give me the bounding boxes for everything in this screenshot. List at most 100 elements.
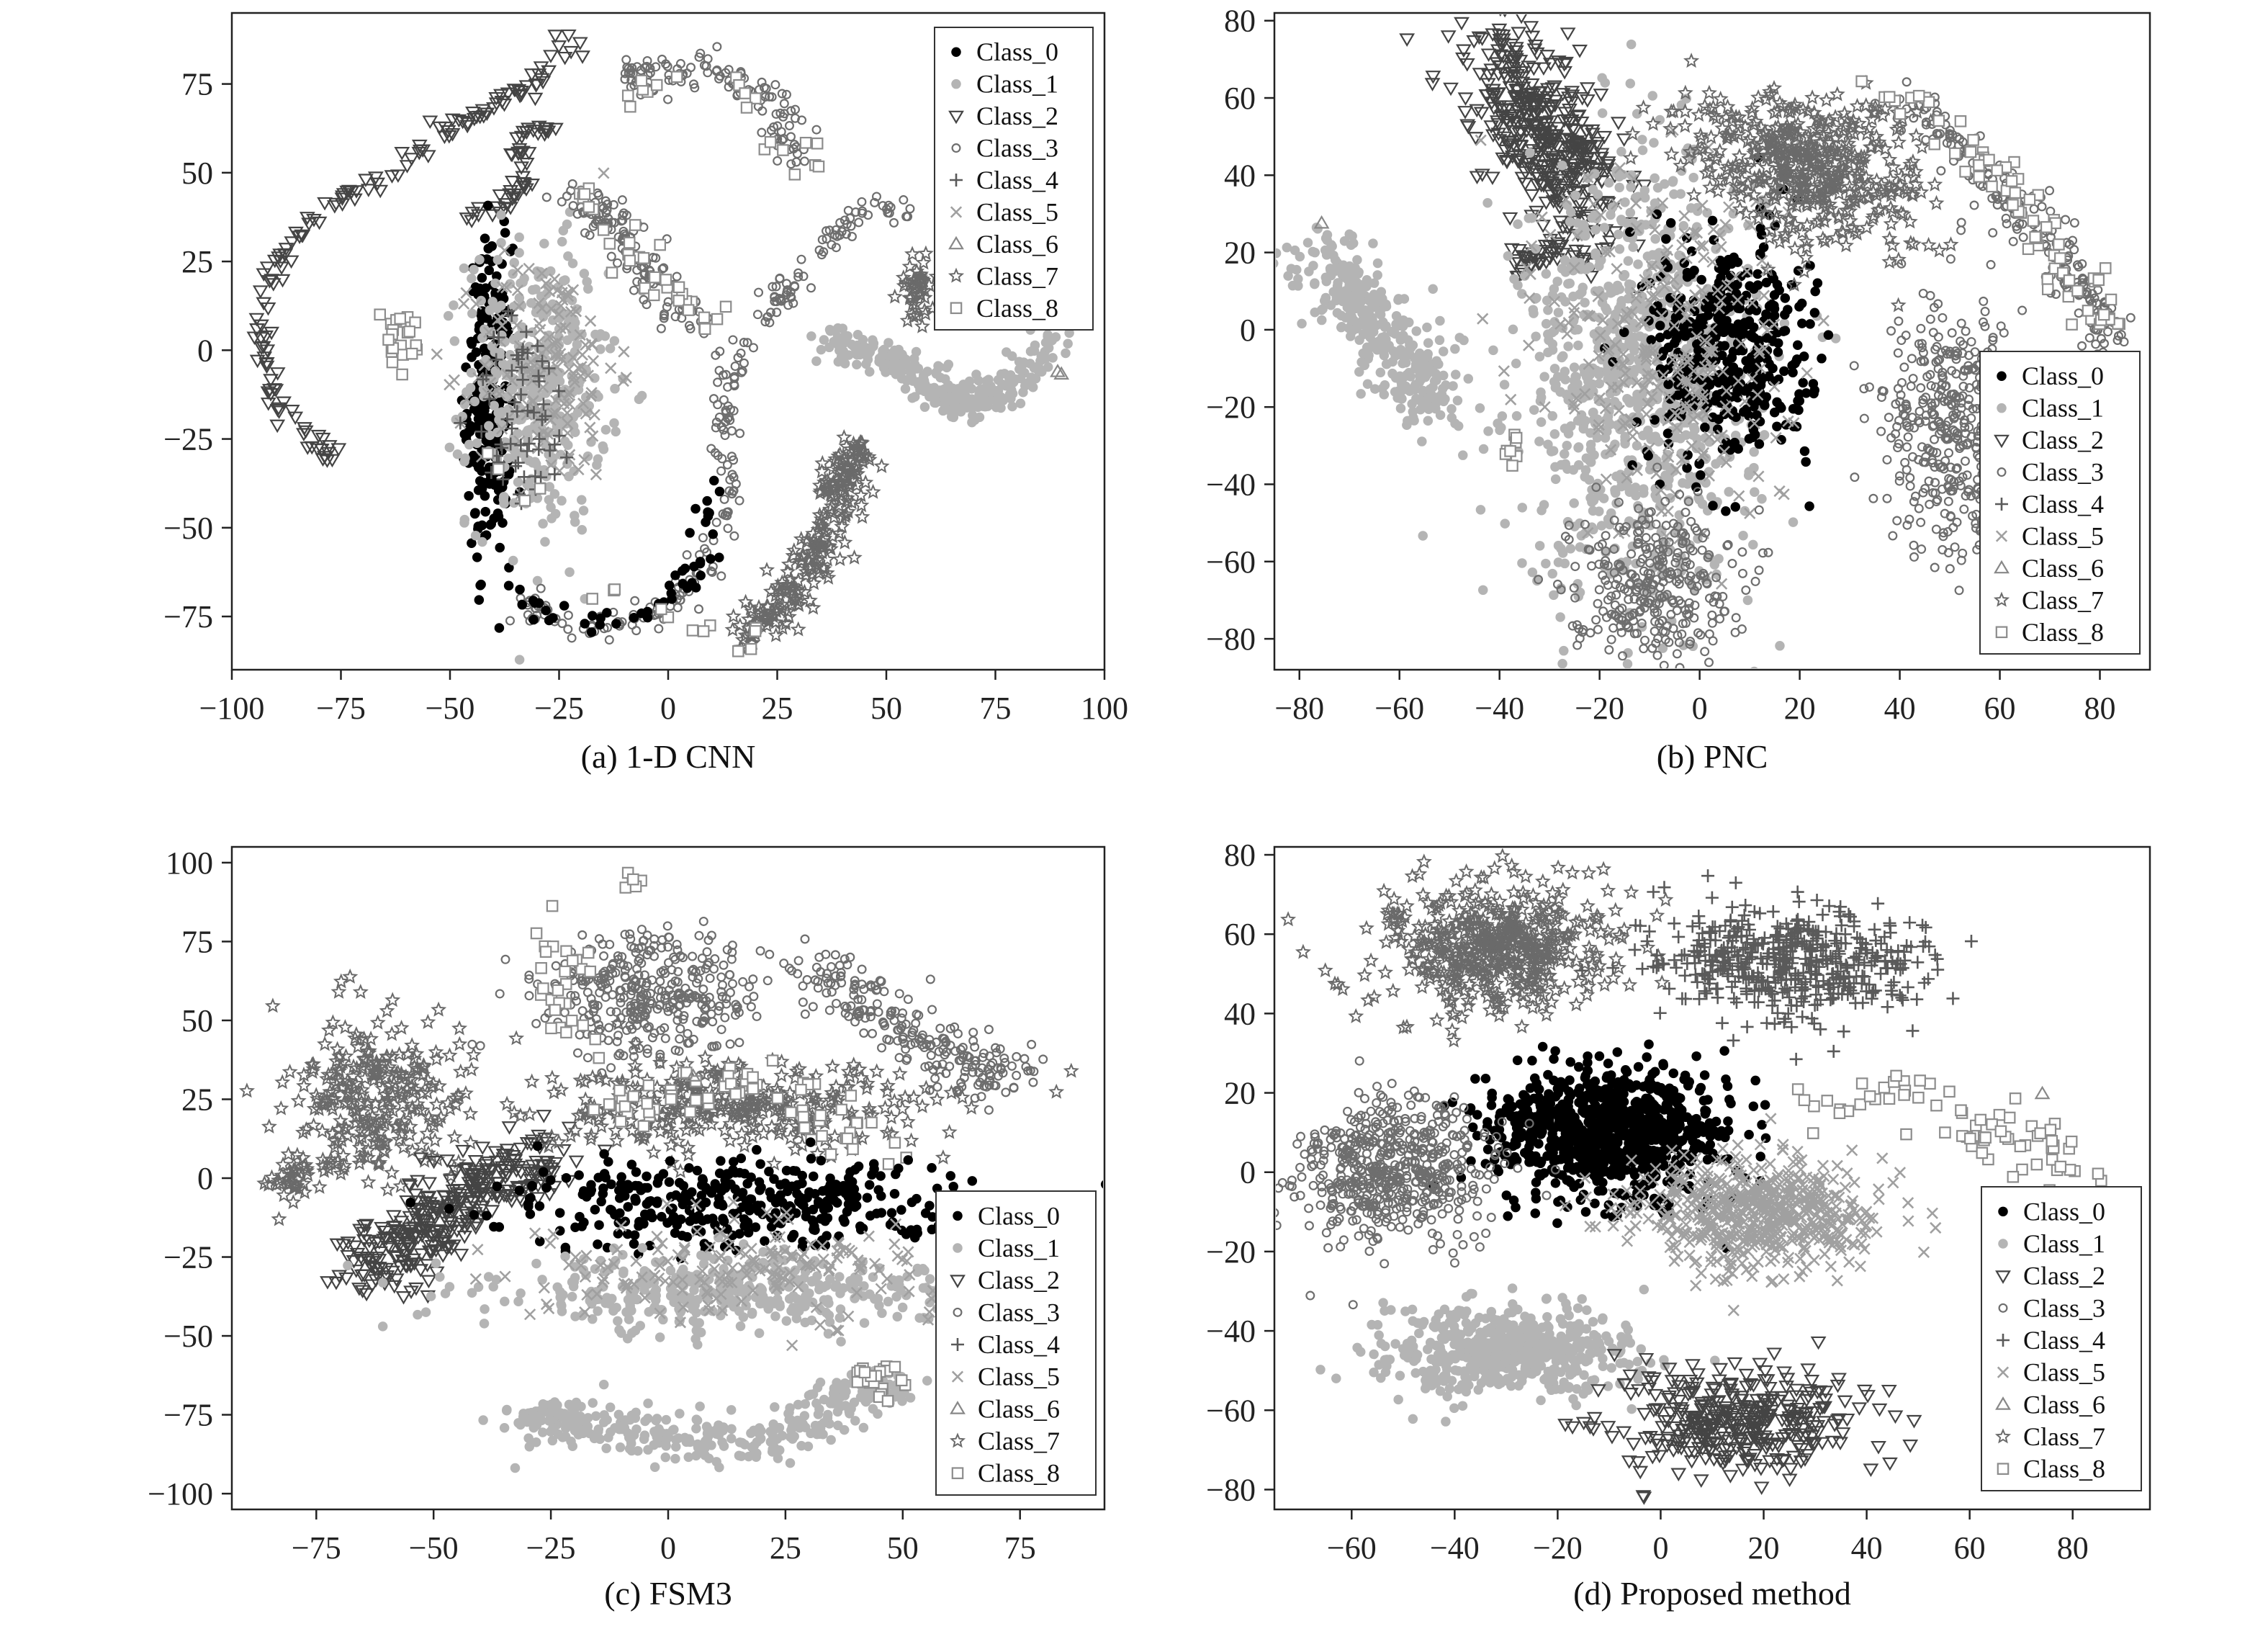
point-class-5 xyxy=(1694,240,1706,252)
point-class-0 xyxy=(1805,261,1815,271)
point-class-1 xyxy=(487,341,498,351)
point-class-1 xyxy=(1669,189,1679,199)
point-class-1 xyxy=(1775,641,1785,651)
point-class-3 xyxy=(729,485,739,495)
point-class-1 xyxy=(513,331,523,341)
point-class-1 xyxy=(1308,261,1318,271)
point-class-5 xyxy=(585,387,598,399)
point-class-1 xyxy=(1624,285,1634,295)
point-class-3 xyxy=(724,82,734,92)
point-class-2 xyxy=(1454,17,1470,31)
point-class-1 xyxy=(1549,364,1560,374)
point-class-1 xyxy=(1423,338,1434,349)
point-class-0 xyxy=(1783,305,1793,315)
point-class-1 xyxy=(1529,405,1539,415)
point-class-1 xyxy=(1354,367,1364,377)
point-class-1 xyxy=(1631,490,1641,501)
point-class-0 xyxy=(1755,390,1765,400)
point-class-5 xyxy=(1641,343,1653,355)
point-class-1 xyxy=(1578,423,1588,434)
point-class-1 xyxy=(1577,287,1587,297)
point-class-0 xyxy=(474,595,485,605)
point-class-3 xyxy=(711,350,721,360)
point-class-5 xyxy=(1675,454,1688,466)
point-class-2 xyxy=(551,40,567,54)
point-class-5 xyxy=(1715,241,1727,253)
point-class-5 xyxy=(1592,423,1605,436)
point-class-2 xyxy=(527,92,544,107)
point-class-3 xyxy=(1680,531,1691,541)
point-class-3 xyxy=(770,292,780,302)
point-class-0 xyxy=(1657,351,1668,361)
point-class-7 xyxy=(734,632,751,647)
point-class-1 xyxy=(1336,322,1347,332)
point-class-0 xyxy=(475,580,485,591)
point-class-0 xyxy=(1719,341,1730,351)
legend-marker-class-0 xyxy=(951,47,961,57)
point-class-7 xyxy=(860,449,877,464)
point-class-4 xyxy=(514,439,528,452)
point-class-2 xyxy=(1514,71,1531,85)
point-class-1 xyxy=(469,264,479,275)
point-class-3 xyxy=(1653,634,1663,644)
point-class-2 xyxy=(513,130,530,145)
point-class-0 xyxy=(1751,305,1762,315)
point-class-1 xyxy=(1513,280,1523,290)
point-class-1 xyxy=(1539,500,1549,510)
point-class-8 xyxy=(623,236,636,249)
point-class-1 xyxy=(1482,198,1493,208)
point-class-2 xyxy=(263,374,279,387)
point-class-1 xyxy=(1327,241,1337,251)
point-class-0 xyxy=(1809,388,1819,399)
point-class-5 xyxy=(1646,205,1658,218)
point-class-5 xyxy=(536,267,548,279)
point-class-1 xyxy=(1616,216,1627,226)
point-class-3 xyxy=(1601,531,1611,541)
point-class-7 xyxy=(837,534,853,549)
point-class-1 xyxy=(1644,464,1655,475)
point-class-1 xyxy=(562,219,572,230)
point-class-7 xyxy=(765,606,782,621)
point-class-4 xyxy=(528,470,542,483)
point-class-1 xyxy=(496,238,506,248)
point-class-7 xyxy=(814,517,830,533)
point-class-1 xyxy=(1660,179,1670,189)
point-class-0 xyxy=(595,619,605,630)
point-class-1 xyxy=(472,438,482,449)
point-class-2 xyxy=(1637,179,1653,193)
point-class-2 xyxy=(465,107,481,120)
point-class-5 xyxy=(461,393,473,405)
point-class-3 xyxy=(694,604,704,614)
point-class-1 xyxy=(1594,369,1604,380)
point-class-3 xyxy=(1707,618,1717,628)
point-class-1 xyxy=(865,346,876,356)
point-class-3 xyxy=(567,633,577,643)
point-class-1 xyxy=(935,362,945,372)
point-class-3 xyxy=(706,444,716,454)
point-class-1 xyxy=(1347,231,1357,241)
point-class-2 xyxy=(1527,39,1544,53)
point-class-7 xyxy=(784,583,801,598)
point-class-2 xyxy=(399,160,415,174)
point-class-0 xyxy=(1732,385,1742,396)
point-class-5 xyxy=(1686,440,1698,452)
point-class-1 xyxy=(557,495,567,506)
point-class-1 xyxy=(1689,423,1699,433)
point-class-1 xyxy=(878,346,888,356)
point-class-5 xyxy=(470,298,482,310)
point-class-3 xyxy=(1569,583,1579,593)
point-class-2 xyxy=(1527,99,1544,114)
point-class-8 xyxy=(518,494,531,507)
point-class-5 xyxy=(1720,385,1732,398)
point-class-3 xyxy=(1737,547,1747,557)
point-class-0 xyxy=(1752,269,1763,279)
point-class-5 xyxy=(578,454,590,466)
point-class-3 xyxy=(541,192,552,202)
point-class-1 xyxy=(554,376,565,387)
point-class-1 xyxy=(1622,393,1632,404)
point-class-1 xyxy=(1572,379,1583,389)
point-class-1 xyxy=(1746,467,1757,477)
point-class-1 xyxy=(901,354,912,365)
point-class-8 xyxy=(698,323,711,336)
point-class-0 xyxy=(515,584,525,595)
